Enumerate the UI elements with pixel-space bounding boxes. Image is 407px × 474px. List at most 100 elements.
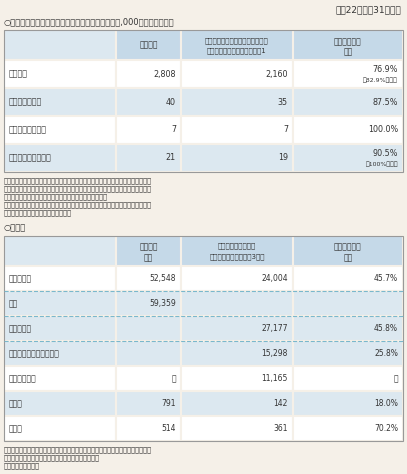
Bar (116, 144, 181, 172)
Text: 35: 35 (278, 98, 288, 107)
Text: うちノンステップバス: うちノンステップバス (9, 349, 60, 358)
Text: 旅客船: 旅客船 (9, 399, 23, 408)
Text: 全体に対する: 全体に対する (334, 242, 362, 251)
Text: に適合している旅客施設数注1: に適合している旅客施設数注1 (207, 47, 267, 54)
Bar (116, 391, 181, 416)
Bar (181, 416, 293, 441)
Text: ○旅客施設　（１日当たりの平均的な利用者数が５,000人以上のもの）: ○旅客施設 （１日当たりの平均的な利用者数が５,000人以上のもの） (4, 17, 175, 26)
Bar (4, 60, 116, 88)
Bar (181, 366, 293, 391)
Bar (293, 416, 403, 441)
Bar (116, 30, 181, 60)
Bar (181, 291, 293, 316)
Text: 置（事実的な段差解消）: 置（事実的な段差解消） (4, 209, 72, 216)
Text: 11,165: 11,165 (262, 374, 288, 383)
Text: 27,177: 27,177 (262, 324, 288, 333)
Text: 142: 142 (274, 399, 288, 408)
Bar (4, 30, 116, 60)
Bar (293, 116, 403, 144)
Bar (116, 416, 181, 441)
Bar (116, 116, 181, 144)
Text: 移動等円滑化基準（段差の解消）: 移動等円滑化基準（段差の解消） (205, 37, 269, 44)
Bar (4, 291, 116, 316)
Bar (181, 30, 293, 60)
Bar (116, 366, 181, 391)
Bar (181, 116, 293, 144)
Text: 100.0%: 100.0% (368, 126, 398, 135)
Bar (4, 316, 116, 341)
Bar (116, 316, 181, 341)
Text: 低床バス: 低床バス (9, 324, 32, 333)
Text: 514: 514 (162, 424, 176, 433)
Bar (4, 391, 116, 416)
Text: 7: 7 (283, 126, 288, 135)
Text: 総施設数: 総施設数 (139, 40, 158, 49)
Bar (4, 88, 116, 116)
Text: 資料）　国土交通省: 資料） 国土交通省 (4, 462, 40, 469)
Text: 76.9%: 76.9% (372, 64, 398, 73)
Text: 平成22年３月31日現在: 平成22年３月31日現在 (335, 5, 401, 14)
Text: 18.0%: 18.0% (374, 399, 398, 408)
Text: 適合している車両等注3の数: 適合している車両等注3の数 (209, 253, 265, 260)
Text: 総数: 総数 (144, 253, 153, 262)
Bar (116, 60, 181, 88)
Text: 24,004: 24,004 (261, 274, 288, 283)
Bar (181, 144, 293, 172)
Text: 70.2%: 70.2% (374, 424, 398, 433)
Text: 移動等円滑化基準に: 移動等円滑化基準に (218, 242, 256, 248)
Text: ○車両等: ○車両等 (4, 223, 26, 232)
Text: 15,298: 15,298 (262, 349, 288, 358)
Bar (181, 266, 293, 291)
Bar (116, 236, 181, 266)
Bar (116, 291, 181, 316)
Text: 791: 791 (162, 399, 176, 408)
Text: 21: 21 (166, 154, 176, 163)
Text: 車両等の: 車両等の (139, 242, 158, 251)
Bar (293, 266, 403, 291)
Bar (4, 366, 116, 391)
Bar (181, 341, 293, 366)
Text: 19: 19 (278, 154, 288, 163)
Bar (4, 144, 116, 172)
Text: 航空機: 航空機 (9, 424, 23, 433)
Text: 円滑化基準第４条、（移動経路の幅、傾斜路、エレベーター、エスカ: 円滑化基準第４条、（移動経路の幅、傾斜路、エレベーター、エスカ (4, 185, 152, 191)
Bar (293, 144, 403, 172)
Bar (293, 316, 403, 341)
Text: （100%）注２: （100%）注２ (365, 161, 398, 167)
Text: （注）　１　「段差の解消」については、バリアフリー法に基づく公共交通移動等: （注） １ 「段差の解消」については、バリアフリー法に基づく公共交通移動等 (4, 177, 152, 183)
Text: （82.9%）注２: （82.9%）注２ (363, 77, 398, 83)
Text: 87.5%: 87.5% (372, 98, 398, 107)
Bar (181, 60, 293, 88)
Bar (181, 88, 293, 116)
Text: 2,160: 2,160 (265, 70, 288, 79)
Bar (181, 391, 293, 416)
Bar (293, 88, 403, 116)
Text: －: － (394, 374, 398, 383)
Bar (4, 236, 403, 441)
Bar (293, 391, 403, 416)
Text: ２　障害者等が利用できるエレベーター・エスカレーター・スロープの設: ２ 障害者等が利用できるエレベーター・エスカレーター・スロープの設 (4, 201, 152, 208)
Bar (4, 30, 403, 172)
Bar (4, 116, 116, 144)
Text: 2,808: 2,808 (153, 70, 176, 79)
Text: 59,359: 59,359 (149, 299, 176, 308)
Bar (4, 266, 116, 291)
Text: 361: 361 (274, 424, 288, 433)
Text: バスターミナル: バスターミナル (9, 98, 42, 107)
Text: バス: バス (9, 299, 18, 308)
Bar (181, 316, 293, 341)
Text: 旅客船ターミナル: 旅客船ターミナル (9, 126, 47, 135)
Text: 割合: 割合 (344, 253, 352, 262)
Text: 45.8%: 45.8% (374, 324, 398, 333)
Bar (4, 416, 116, 441)
Text: 鉄軌道駅: 鉄軌道駅 (9, 70, 28, 79)
Text: 40: 40 (166, 98, 176, 107)
Text: 90.5%: 90.5% (372, 148, 398, 157)
Text: 航空旅客ターミナル: 航空旅客ターミナル (9, 154, 52, 163)
Text: 45.7%: 45.7% (374, 274, 398, 283)
Bar (116, 88, 181, 116)
Bar (181, 236, 293, 266)
Bar (293, 30, 403, 60)
Bar (293, 366, 403, 391)
Text: レーター等が対象）への適合をもって算定。: レーター等が対象）への適合をもって算定。 (4, 193, 108, 200)
